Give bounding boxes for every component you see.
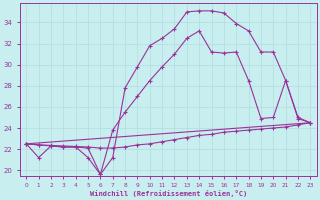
X-axis label: Windchill (Refroidissement éolien,°C): Windchill (Refroidissement éolien,°C) [90, 190, 247, 197]
